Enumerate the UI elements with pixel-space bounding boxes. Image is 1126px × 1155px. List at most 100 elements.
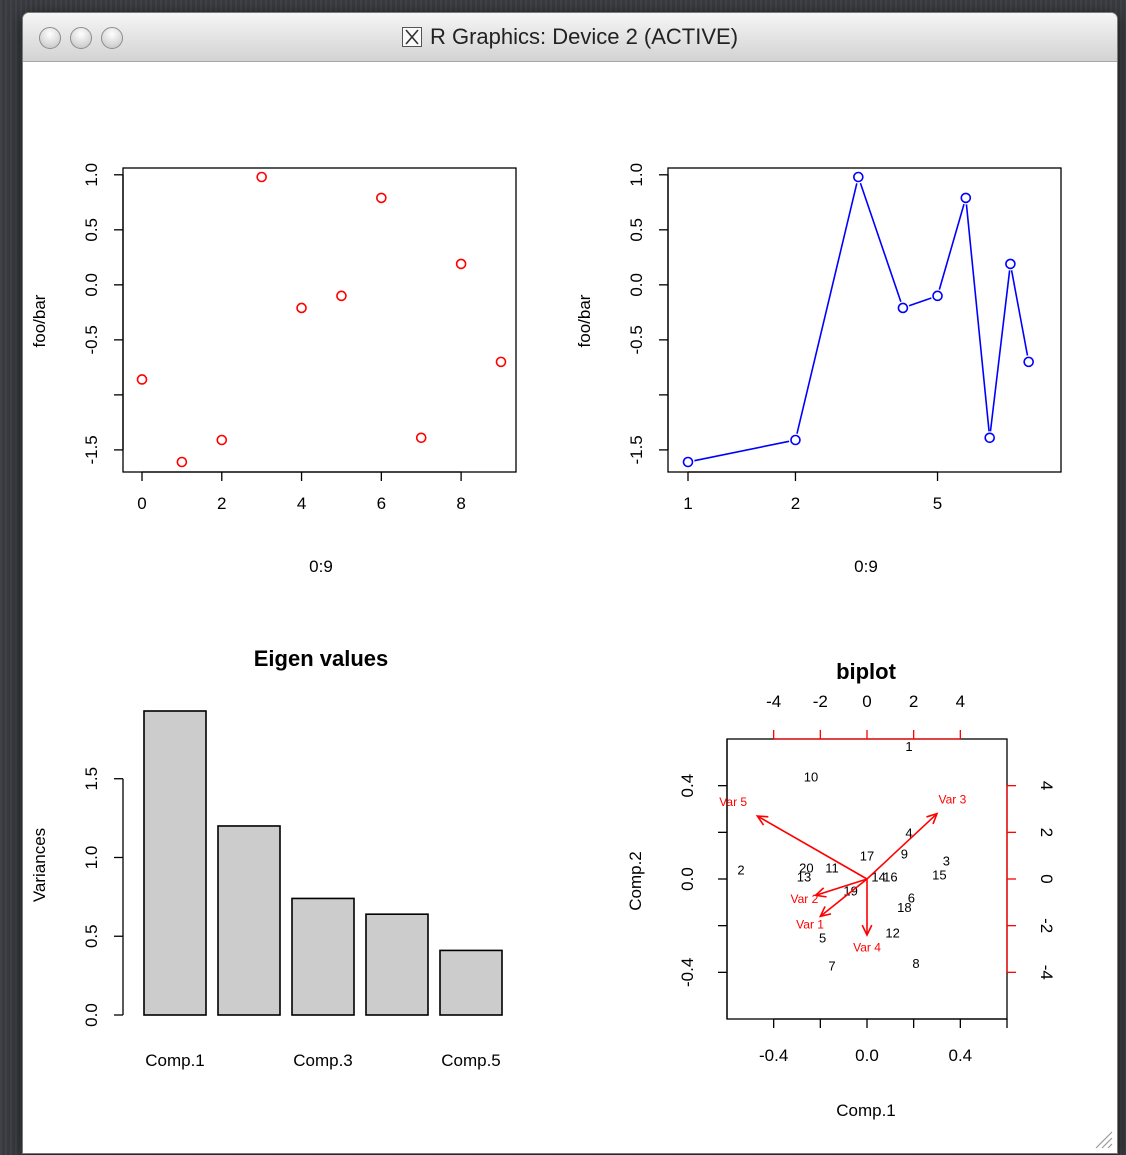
observation-label: 7 bbox=[828, 958, 835, 973]
x-tick-label: 6 bbox=[377, 494, 386, 513]
right-tick-label: -4 bbox=[1037, 965, 1056, 980]
data-point bbox=[216, 434, 228, 446]
series-line-segment bbox=[796, 183, 858, 434]
data-point bbox=[136, 374, 148, 385]
data-point bbox=[336, 290, 347, 302]
data-point bbox=[176, 456, 188, 468]
y-tick-label: -0.5 bbox=[627, 325, 646, 354]
series-line-segment bbox=[859, 182, 902, 303]
loading-arrowhead bbox=[755, 815, 769, 826]
data-point bbox=[790, 434, 801, 446]
y-tick-label: 0.0 bbox=[82, 273, 101, 297]
x-tick-label: 1 bbox=[683, 494, 692, 513]
x-tick-label: -0.4 bbox=[759, 1046, 788, 1065]
close-button[interactable] bbox=[39, 27, 61, 49]
x-category-label: Comp.3 bbox=[293, 1051, 353, 1070]
y-tick-label: 0.5 bbox=[82, 218, 101, 242]
data-point bbox=[932, 290, 943, 302]
bar-comp1 bbox=[143, 710, 207, 1016]
x-tick-label: 2 bbox=[791, 494, 800, 513]
title-bar[interactable]: R Graphics: Device 2 (ACTIVE) bbox=[23, 13, 1117, 62]
x-tick-label: 5 bbox=[933, 494, 942, 513]
observation-label: 4 bbox=[905, 825, 912, 840]
loading-label: Var 4 bbox=[853, 940, 881, 954]
y-tick-label: 0.4 bbox=[678, 774, 697, 798]
y-tick-label: 0.5 bbox=[627, 218, 646, 242]
y-tick-label: 1.5 bbox=[82, 767, 101, 791]
observation-label: 20 bbox=[799, 860, 813, 875]
observation-label: 2 bbox=[737, 863, 744, 878]
bar-comp2 bbox=[217, 825, 281, 1016]
data-point bbox=[296, 302, 307, 314]
observation-label: 3 bbox=[943, 853, 950, 868]
x11-icon bbox=[401, 27, 422, 47]
series-line-segment bbox=[989, 270, 1011, 432]
zoom-button[interactable] bbox=[101, 27, 123, 49]
data-point bbox=[256, 171, 267, 183]
observation-label: 17 bbox=[860, 849, 874, 864]
x-tick-label: 0 bbox=[137, 494, 146, 513]
observation-label: 5 bbox=[819, 930, 826, 945]
observation-label: 6 bbox=[908, 891, 915, 906]
r-graphics-window: R Graphics: Device 2 (ACTIVE) 0 2 4 6 8 -1.5 -… bbox=[22, 12, 1118, 1154]
right-tick-label: 2 bbox=[1037, 828, 1056, 837]
right-tick-label: 4 bbox=[1037, 781, 1056, 790]
observation-label: 16 bbox=[883, 870, 897, 885]
x-category-label: Comp.1 bbox=[145, 1051, 205, 1070]
data-point bbox=[376, 192, 387, 204]
data-point bbox=[1023, 356, 1034, 368]
x-tick-label: 2 bbox=[217, 494, 226, 513]
top-tick-label: 2 bbox=[909, 692, 918, 711]
loading-arrowhead bbox=[813, 887, 827, 898]
line-plot-panel: 1 2 5 -1.5 -0.5 0.0 0.5 1.0 0:9 foo/bar bbox=[575, 163, 1062, 576]
bar-comp3 bbox=[291, 897, 355, 1016]
observation-label: 8 bbox=[912, 956, 919, 971]
y-tick-label: 0.0 bbox=[82, 1003, 101, 1027]
loading-arrowhead bbox=[926, 812, 939, 825]
data-point bbox=[960, 192, 972, 204]
x-tick-label: 0.4 bbox=[949, 1046, 973, 1065]
series-line-segment bbox=[908, 297, 932, 307]
y-tick-label: 1.0 bbox=[627, 163, 646, 187]
x-tick-label: 8 bbox=[456, 494, 465, 513]
loading-arrow bbox=[866, 813, 938, 880]
chart-title: biplot bbox=[836, 659, 897, 684]
loading-arrowhead bbox=[861, 924, 873, 937]
minimize-button[interactable] bbox=[70, 27, 92, 49]
observation-label: 13 bbox=[797, 870, 811, 885]
x-axis-label: Comp.1 bbox=[836, 1101, 896, 1120]
observation-label: 1 bbox=[905, 739, 912, 754]
data-point bbox=[1005, 258, 1016, 270]
y-axis-label: Variances bbox=[30, 828, 49, 902]
top-tick-label: -4 bbox=[766, 692, 781, 711]
x-axis-label: 0:9 bbox=[854, 557, 878, 576]
observation-label: 12 bbox=[885, 926, 899, 941]
series-line-segment bbox=[1010, 270, 1029, 356]
loading-label: Var 5 bbox=[719, 795, 747, 809]
y-tick-label: 1.0 bbox=[82, 846, 101, 870]
scatter-plot-panel: 0 2 4 6 8 -1.5 -0.5 0.0 0.5 1.0 0:9 foo/bar bbox=[30, 163, 517, 576]
plot-box bbox=[667, 167, 1062, 473]
series-line-segment bbox=[965, 204, 990, 432]
y-tick-label: 1.0 bbox=[82, 163, 101, 187]
observation-label: 18 bbox=[897, 900, 911, 915]
observation-label: 15 bbox=[932, 867, 946, 882]
observation-label: 10 bbox=[804, 769, 818, 784]
y-tick-label: 0.0 bbox=[627, 273, 646, 297]
resize-grip-icon[interactable] bbox=[1091, 1127, 1113, 1149]
chart-title: Eigen values bbox=[254, 646, 389, 671]
y-tick-label: -0.5 bbox=[82, 325, 101, 354]
top-tick-label: -2 bbox=[813, 692, 828, 711]
data-point bbox=[853, 171, 864, 183]
window-title: R Graphics: Device 2 (ACTIVE) bbox=[429, 24, 739, 49]
loading-arrow bbox=[819, 878, 868, 917]
loading-label: Var 1 bbox=[796, 918, 824, 932]
observation-label: 11 bbox=[825, 860, 839, 875]
loading-arrow bbox=[756, 815, 868, 880]
eigen-values-panel: Eigen values Comp.1 Comp.3 Comp.5 0.0 0.5 1.0 1… bbox=[30, 646, 503, 1070]
bar-comp4 bbox=[365, 913, 429, 1016]
x-tick-label: 0.0 bbox=[855, 1046, 879, 1065]
x-category-label: Comp.5 bbox=[441, 1051, 501, 1070]
loading-arrow bbox=[815, 878, 868, 897]
